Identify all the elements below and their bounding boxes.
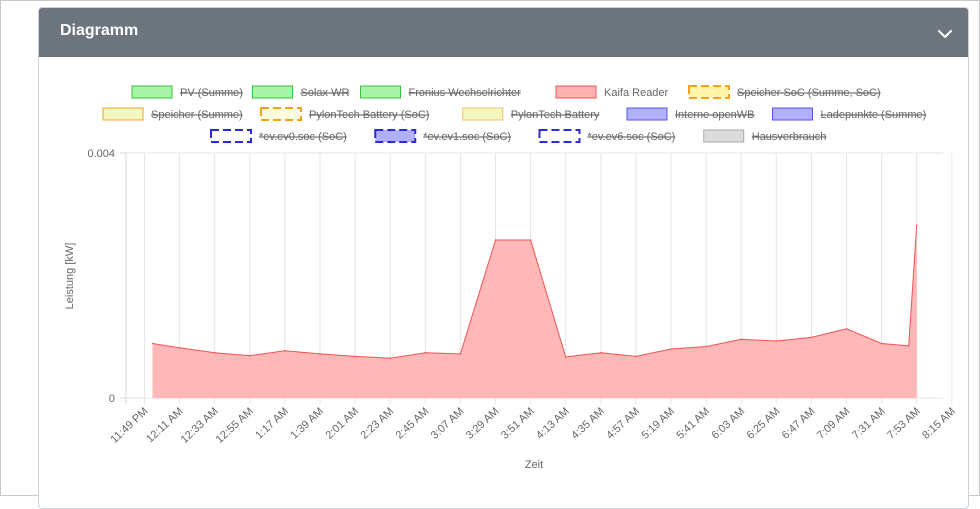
legend-swatch[interactable] [688, 85, 730, 99]
chevron-down-icon[interactable] [932, 20, 958, 46]
data-point [775, 340, 778, 342]
legend-label: *ev.ev0.soc (SoC) [259, 131, 347, 143]
x-tick-label: 6:03 AM [710, 405, 748, 441]
legend-label: Hausverbrauch [752, 131, 827, 143]
data-point [389, 357, 392, 360]
x-axis-title: Zeit [525, 459, 543, 471]
legend-swatch[interactable] [360, 85, 401, 99]
legend-label: Ladepunkte (Summe) [821, 109, 927, 121]
x-tick-label: 12:55 AM [214, 405, 256, 445]
data-point [705, 345, 707, 348]
legend-swatch[interactable] [555, 85, 597, 99]
x-tick-label: 12:33 AM [179, 405, 221, 445]
series-area-0 [152, 225, 917, 398]
data-point [915, 224, 918, 227]
x-tick-label: 3:51 AM [499, 405, 537, 441]
data-point [213, 351, 216, 354]
data-point [635, 355, 637, 358]
data-point [740, 338, 742, 341]
data-point [907, 345, 910, 347]
x-tick-label: 1:39 AM [288, 405, 326, 441]
legend-label: Interne openWB [675, 109, 755, 121]
data-point [880, 342, 883, 345]
legend-swatch[interactable] [210, 129, 252, 143]
data-point [564, 356, 567, 358]
x-tick-label: 6:47 AM [780, 405, 818, 441]
legend-label: Kaifa Reader [604, 87, 669, 99]
x-tick-label: 7:09 AM [815, 405, 853, 441]
legend-swatch[interactable] [252, 85, 293, 99]
y-axis-title: Leistung [kW] [64, 243, 76, 310]
legend-label: Fronius Wechselrichter [409, 87, 522, 99]
legend-label: PylonTech Battery (SoC) [309, 109, 429, 121]
legend-label: *ev.ev1.soc (SoC) [423, 131, 511, 143]
x-tick-label: 11:49 PM [109, 405, 151, 445]
legend-swatch[interactable] [260, 107, 302, 121]
legend-label: Solax WR [301, 87, 350, 99]
data-point [249, 354, 251, 357]
x-tick-label: 7:53 AM [885, 405, 923, 441]
card-title: Diagramm [60, 22, 139, 39]
legend-swatch[interactable] [538, 129, 581, 143]
legend-swatch[interactable] [703, 129, 745, 143]
legend-swatch[interactable] [772, 107, 813, 121]
data-point [459, 353, 462, 355]
legend-label: Speicher SoC (Summe, SoC) [737, 87, 881, 99]
legend-swatch[interactable] [102, 107, 144, 121]
x-tick-label: 4:35 AM [569, 405, 607, 441]
legend-swatch[interactable] [462, 107, 504, 121]
x-tick-label: 4:13 AM [534, 405, 572, 441]
data-point [178, 347, 181, 349]
x-tick-label: 1:17 AM [253, 405, 291, 441]
data-point [284, 350, 286, 352]
x-tick-label: 2:23 AM [359, 405, 397, 441]
data-point [600, 351, 602, 354]
y-tick-label: 0 [109, 393, 115, 405]
x-tick-label: 4:57 AM [604, 405, 642, 441]
data-point [810, 336, 813, 339]
data-point [319, 353, 321, 355]
legend-swatch[interactable] [374, 129, 417, 143]
x-tick-label: 2:01 AM [323, 405, 361, 441]
x-tick-label: 2:45 AM [394, 405, 432, 441]
data-point [151, 342, 154, 345]
series-line-0 [152, 225, 918, 359]
x-tick-label: 3:07 AM [429, 405, 467, 441]
x-tick-label: 3:29 AM [464, 405, 502, 441]
data-point [845, 328, 848, 330]
data-point [670, 348, 672, 350]
legend-label: Speicher (Summe) [151, 109, 243, 121]
legend-swatch[interactable] [626, 107, 668, 121]
card-header[interactable]: Diagramm [39, 8, 968, 57]
x-tick-label: 5:41 AM [674, 405, 712, 441]
y-tick-label: 0.004 [87, 148, 115, 160]
data-point [529, 239, 532, 241]
legend-label: PV (Summe) [180, 87, 243, 99]
legend-swatch[interactable] [131, 85, 173, 99]
data-point [354, 355, 356, 358]
x-tick-label: 7:31 AM [850, 405, 888, 441]
data-point [494, 239, 497, 241]
data-point [424, 351, 427, 354]
x-tick-label: 8:15 AM [920, 405, 958, 441]
legend-label: PylonTech Battery [511, 109, 600, 121]
x-tick-label: 6:25 AM [745, 405, 783, 441]
legend-label: *ev.ev6.soc (SoC) [588, 131, 676, 143]
x-tick-label: 5:19 AM [639, 405, 677, 441]
